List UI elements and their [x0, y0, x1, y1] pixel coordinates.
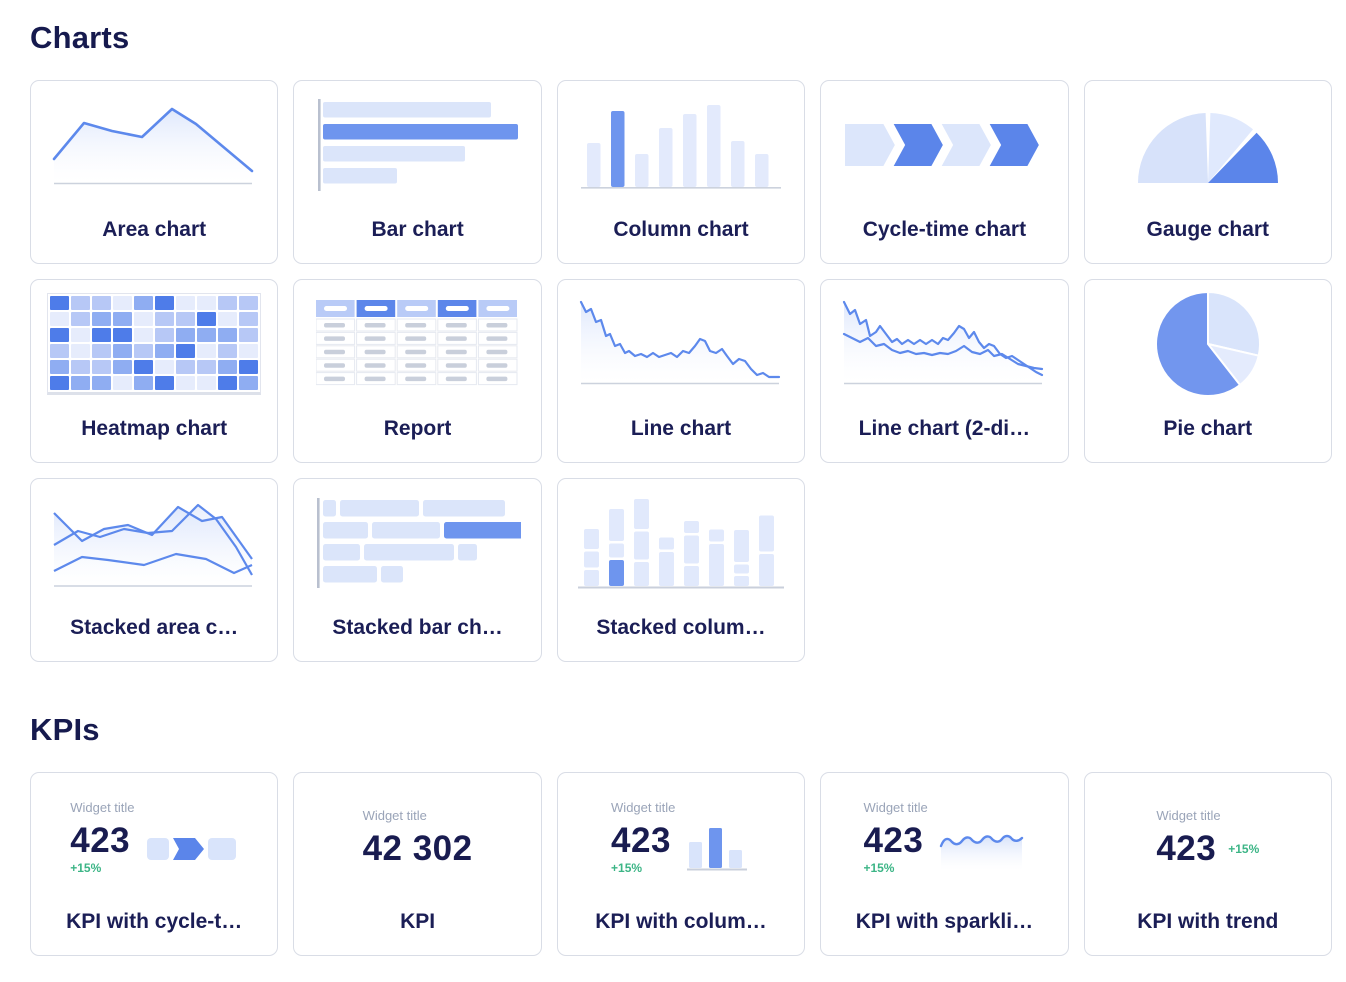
card-label: Column chart [613, 218, 749, 241]
kpi-widget-title: Widget title [1156, 808, 1221, 823]
card-kpi-with-trend[interactable]: Widget title 423 +15% KPI with trend [1083, 772, 1332, 956]
kpis-grid: Widget title 423 +15% KPI with [30, 772, 1332, 956]
card-stacked-bar-chart[interactable]: Stacked bar ch… [293, 478, 542, 662]
bar-chart-thumbnail-icon [294, 81, 540, 209]
kpi-delta: +15% [70, 860, 102, 875]
kpi-delta: +15% [863, 860, 895, 875]
kpi-value: 423 [70, 820, 131, 860]
card-label: Line chart [630, 417, 732, 440]
card-label: Area chart [102, 218, 207, 241]
card-kpi-with-column[interactable]: Widget title 423 +15% [556, 772, 806, 956]
card-label: KPI with cycle-t… [66, 910, 243, 933]
kpi-preview: Widget title 423 +15% [31, 773, 277, 901]
card-kpi-with-sparkline[interactable]: Widget title 423 +15% [820, 772, 1069, 956]
kpis-heading: KPIs [30, 712, 100, 747]
card-cycle-time-chart[interactable]: Cycle-time chart [820, 80, 1069, 264]
kpi-widget-title: Widget title [611, 799, 676, 815]
card-label: Cycle-time chart [862, 218, 1027, 241]
kpi-preview: Widget title 42 302 [294, 773, 540, 901]
kpi-widget-title: Widget title [362, 808, 427, 823]
card-label: Bar chart [371, 218, 464, 241]
card-label: Report [383, 417, 452, 440]
card-pie-chart[interactable]: Pie chart [1083, 279, 1332, 463]
card-stacked-area-chart[interactable]: Stacked area c… [30, 478, 279, 662]
card-label: Line chart (2-di… [858, 417, 1031, 440]
kpi-widget-title: Widget title [70, 799, 135, 815]
charts-heading: Charts [30, 20, 130, 55]
card-line-chart-2-dimensions[interactable]: Line chart (2-di… [820, 279, 1069, 463]
kpi-value: 423 [611, 820, 671, 860]
card-label: Gauge chart [1146, 218, 1270, 241]
kpi-value: 42 302 [362, 829, 473, 868]
card-label: KPI with trend [1137, 910, 1279, 933]
card-kpi[interactable]: Widget title 42 302 KPI [293, 772, 542, 956]
cycle-time-chart-thumbnail-icon [821, 81, 1067, 209]
stacked-area-chart-thumbnail-icon [31, 479, 277, 607]
area-chart-thumbnail-icon [31, 81, 277, 209]
kpi-value: 423 [1156, 829, 1217, 868]
card-label: Pie chart [1163, 417, 1253, 440]
report-thumbnail-icon [294, 280, 540, 408]
kpi-preview: Widget title 423 +15% [1085, 773, 1331, 901]
heatmap-chart-thumbnail-icon [31, 280, 277, 408]
card-column-chart[interactable]: Column chart [556, 80, 806, 264]
kpis-section: KPIs Widget title 423 +15% [30, 712, 1332, 956]
pie-chart-thumbnail-icon [1085, 280, 1331, 408]
card-label: KPI [400, 910, 436, 933]
card-label: Stacked bar ch… [332, 616, 503, 639]
card-bar-chart[interactable]: Bar chart [293, 80, 542, 264]
card-line-chart[interactable]: Line chart [556, 279, 806, 463]
column-chart-thumbnail-icon [558, 81, 804, 209]
card-label: KPI with sparkli… [855, 910, 1034, 933]
kpi-preview: Widget title 423 +15% [821, 773, 1067, 901]
kpi-delta: +15% [1228, 842, 1260, 856]
card-gauge-chart[interactable]: Gauge chart [1083, 80, 1332, 264]
gauge-chart-thumbnail-icon [1085, 81, 1331, 209]
column-mini-icon [686, 828, 747, 871]
charts-grid: Area chart Bar chart Column chart [30, 80, 1332, 662]
kpi-delta: +15% [611, 860, 643, 875]
card-stacked-column-chart[interactable]: Stacked colum… [556, 478, 806, 662]
card-report[interactable]: Report [293, 279, 542, 463]
cycle-time-mini-icon [147, 838, 237, 860]
charts-section: Charts Area chart [30, 20, 1332, 662]
card-label: Stacked area c… [70, 616, 239, 639]
stacked-column-chart-thumbnail-icon [558, 479, 804, 607]
line-chart-2d-thumbnail-icon [821, 280, 1067, 408]
stacked-bar-chart-thumbnail-icon [294, 479, 540, 607]
card-area-chart[interactable]: Area chart [30, 80, 279, 264]
line-chart-thumbnail-icon [558, 280, 804, 408]
card-label: KPI with colum… [595, 910, 767, 933]
card-heatmap-chart[interactable]: Heatmap chart [30, 279, 279, 463]
card-label: Stacked colum… [596, 616, 766, 639]
kpi-widget-title: Widget title [863, 799, 928, 815]
kpi-value: 423 [863, 820, 924, 860]
card-label: Heatmap chart [81, 417, 228, 440]
kpi-preview: Widget title 423 +15% [558, 773, 804, 901]
sparkline-mini-icon [940, 834, 1024, 870]
card-kpi-with-cycle-time[interactable]: Widget title 423 +15% KPI with [30, 772, 279, 956]
